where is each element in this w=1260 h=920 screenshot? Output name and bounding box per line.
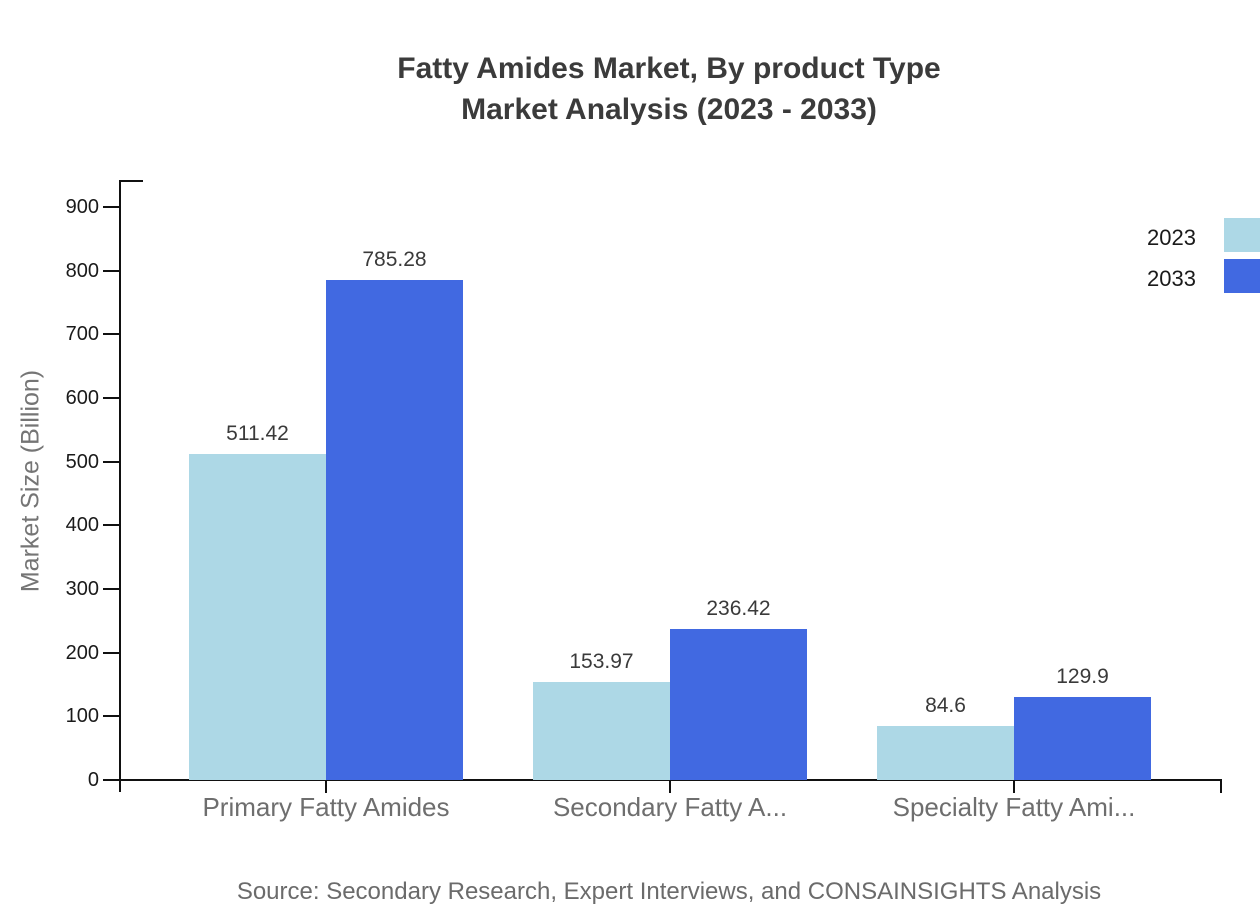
y-tick-mark — [103, 460, 119, 463]
bar-2023-1 — [189, 454, 326, 780]
x-tick-mark — [669, 780, 671, 793]
y-tick-mark — [103, 397, 119, 399]
legend-swatch-2023 — [1224, 218, 1260, 252]
legend-swatch-2033 — [1224, 259, 1260, 293]
bar-value-label: 511.42 — [226, 422, 289, 446]
bar-2033-2 — [670, 629, 807, 780]
y-tick-mark — [103, 524, 119, 527]
y-tick-mark — [103, 779, 119, 781]
bar-2023-3 — [877, 726, 1014, 780]
x-tick-mark — [1013, 780, 1015, 793]
y-tick-label: 600 — [65, 387, 99, 409]
y-tick-label: 500 — [65, 450, 99, 473]
x-axis-right-cap — [1220, 779, 1222, 793]
source-note: Source: Secondary Research, Expert Inter… — [236, 878, 1102, 905]
x-category-label: Primary Fatty Amides — [202, 792, 450, 822]
chart-title-line2: Market Analysis (2023 - 2033) — [461, 93, 877, 126]
y-axis-top-cap — [119, 180, 143, 182]
bar-2033-1 — [326, 280, 463, 780]
x-category-label: Specialty Fatty Ami... — [892, 792, 1136, 822]
y-tick-label: 700 — [65, 323, 99, 346]
y-tick-label: 100 — [65, 705, 99, 728]
bar-value-label: 84.6 — [925, 694, 966, 718]
y-tick-label: 200 — [65, 641, 99, 664]
y-axis-line — [119, 180, 121, 792]
legend-label-2023: 2023 — [1147, 225, 1196, 250]
bar-value-label: 153.97 — [569, 649, 634, 673]
y-tick-mark — [103, 269, 119, 272]
y-tick-label: 0 — [87, 769, 99, 791]
bar-2033-3 — [1014, 697, 1151, 780]
bar-value-label: 785.28 — [362, 248, 427, 272]
y-tick-mark — [103, 715, 119, 718]
y-tick-label: 300 — [65, 578, 99, 600]
bar-2023-2 — [533, 681, 670, 780]
bar-value-label: 236.42 — [706, 597, 771, 621]
y-tick-label: 900 — [65, 196, 99, 218]
chart-title-line1: Fatty Amides Market, By product Type — [397, 52, 941, 85]
y-tick-label: 400 — [65, 514, 99, 537]
y-tick-label: 800 — [65, 259, 99, 282]
y-tick-mark — [103, 206, 119, 208]
legend-label-2033: 2033 — [1147, 266, 1196, 291]
bar-value-label: 129.9 — [1056, 665, 1109, 689]
x-tick-mark — [325, 780, 327, 793]
y-tick-mark — [103, 588, 119, 590]
y-tick-mark — [103, 333, 119, 336]
y-tick-mark — [103, 651, 119, 654]
x-category-label: Secondary Fatty A... — [552, 792, 788, 822]
